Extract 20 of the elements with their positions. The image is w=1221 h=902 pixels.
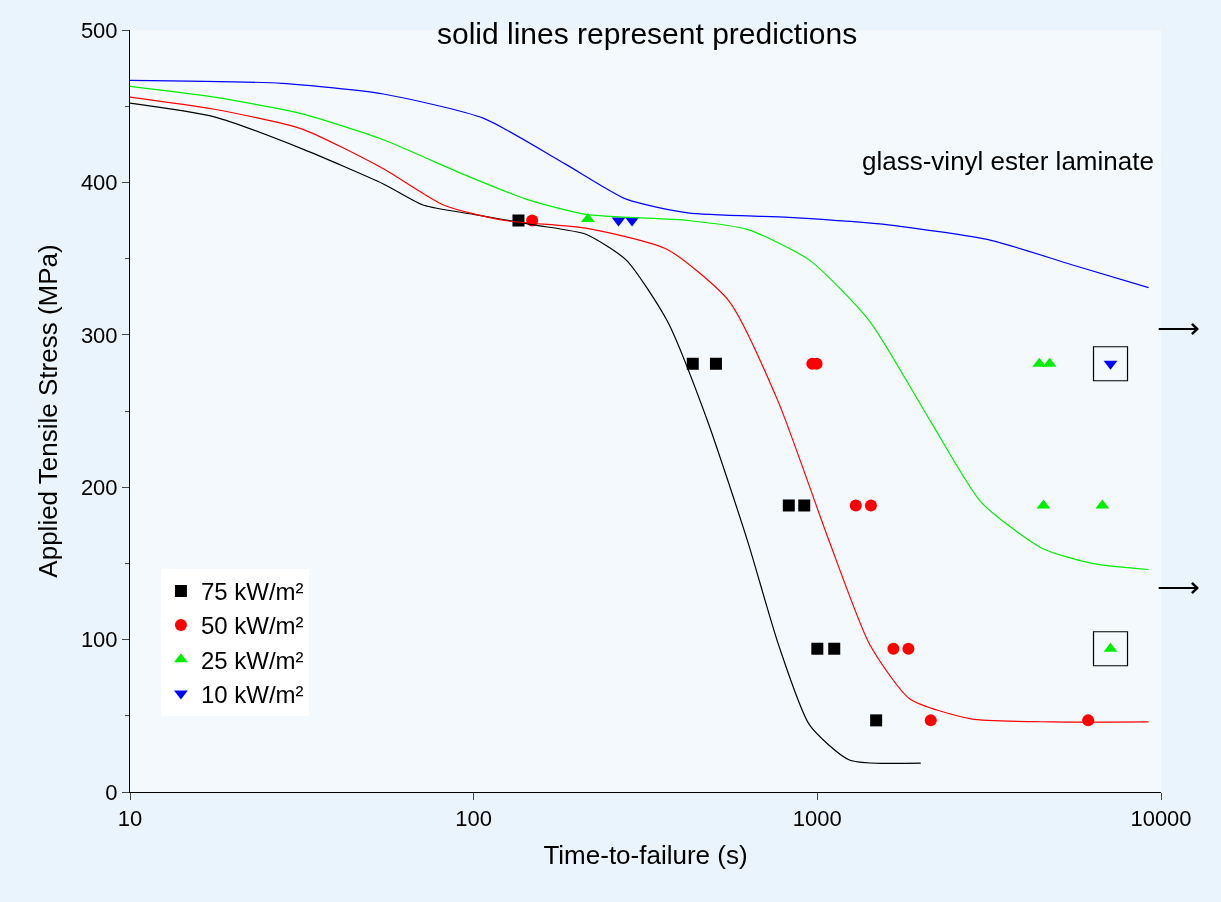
annotation: ⟶ [1157, 570, 1200, 603]
chart-title: solid lines represent predictions [437, 16, 858, 50]
y-axis-title: Applied Tensile Stress (MPa) [33, 244, 64, 578]
annotation: ⟶ [1157, 311, 1200, 344]
y-tick-label: 400 [80, 170, 118, 196]
x-tick-label: 1000 [792, 806, 842, 832]
y-tick-label: 500 [80, 17, 118, 43]
legend-label: 50 kW/m² [200, 612, 304, 640]
x-tick-label: 10000 [1130, 806, 1192, 832]
legend-label: 10 kW/m² [200, 680, 304, 708]
x-axis-title: Time-to-failure (s) [543, 840, 748, 871]
y-tick-label: 200 [80, 474, 118, 500]
x-tick-label: 10 [117, 806, 143, 832]
x-tick-label: 100 [455, 806, 493, 832]
y-tick-label: 300 [80, 322, 118, 348]
legend-label: 75 kW/m² [200, 578, 304, 606]
y-tick-label: 0 [105, 779, 118, 805]
annotation: glass-vinyl ester laminate [862, 146, 1154, 176]
legend-label: 25 kW/m² [200, 646, 304, 674]
y-tick-label: 100 [80, 627, 118, 653]
